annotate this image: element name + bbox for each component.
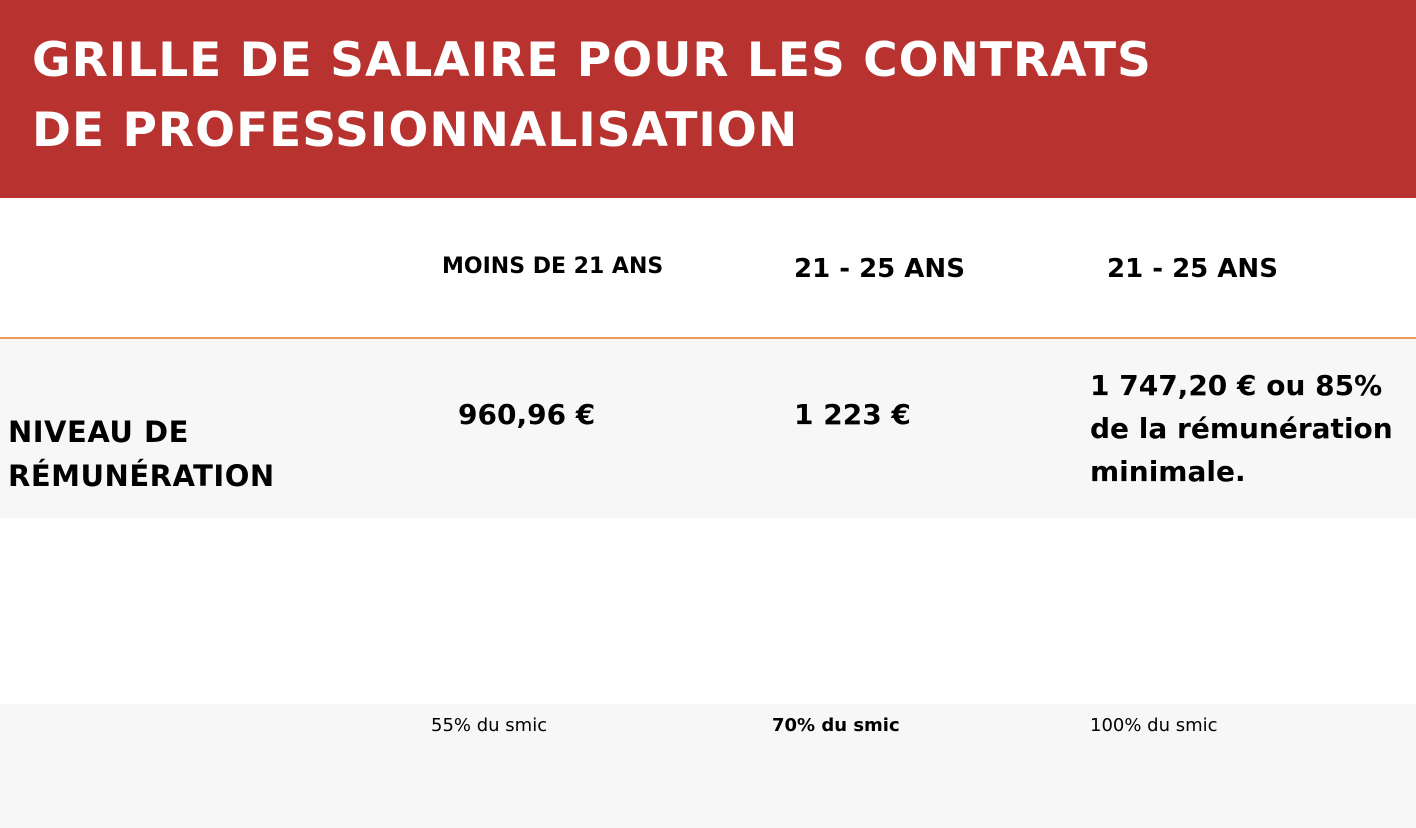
- column-header-21-25: 21 - 25 ANS: [794, 254, 965, 284]
- smic-note-55: 55% du smic: [431, 715, 548, 736]
- page-header: GRILLE DE SALAIRE POUR LES CONTRATS DE P…: [0, 0, 1416, 198]
- column-header-under-21: MOINS DE 21 ANS: [442, 254, 664, 279]
- header-divider: [0, 337, 1416, 339]
- salary-row-band: [0, 339, 1416, 518]
- salary-value-21-25: 1 223 €: [794, 398, 911, 431]
- salary-value-under-21: 960,96 €: [458, 398, 596, 431]
- smic-note-100: 100% du smic: [1090, 715, 1218, 736]
- row-label-remuneration: NIVEAU DE RÉMUNÉRATION: [8, 415, 275, 493]
- notes-row-band: [0, 704, 1416, 828]
- column-header-21-25-second: 21 - 25 ANS: [1107, 254, 1278, 284]
- smic-note-70: 70% du smic: [772, 715, 900, 736]
- salary-value-21-25-second: 1 747,20 € ou 85% de la rémunération min…: [1090, 369, 1393, 488]
- page-title: GRILLE DE SALAIRE POUR LES CONTRATS DE P…: [32, 33, 1152, 158]
